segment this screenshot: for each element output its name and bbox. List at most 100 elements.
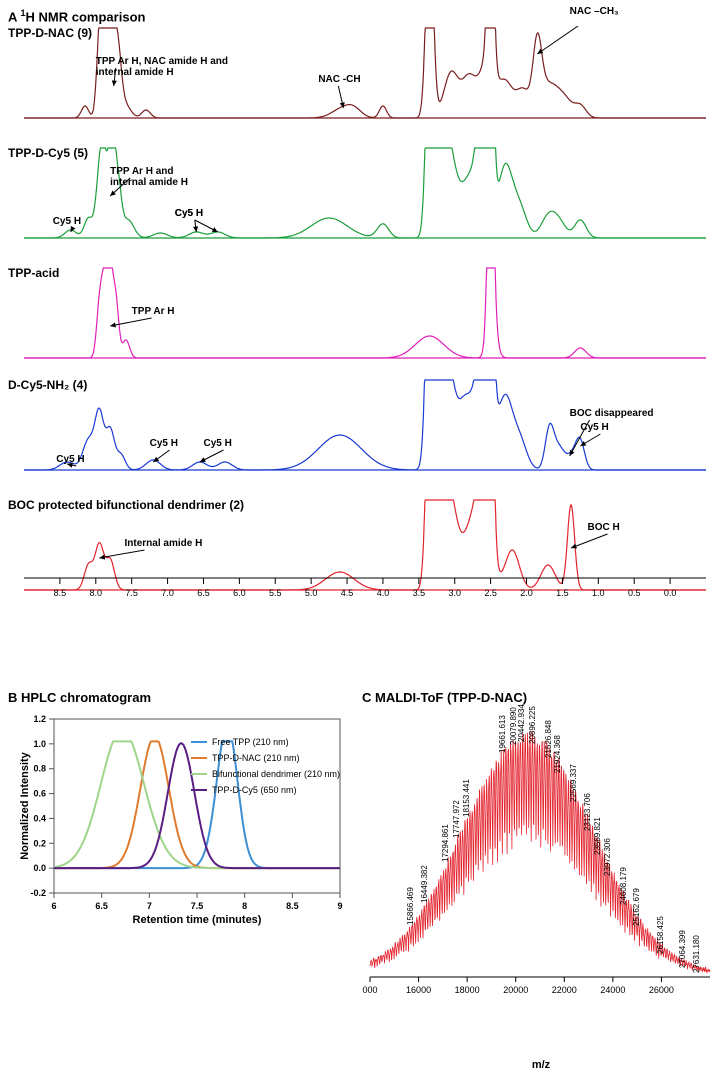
nmr-axis: 8.5 8.0 7.5 7.0 6.5 6.0 5.5 5.0 4.5 4.0 3.5 3.0 2.5 2… <box>8 576 716 604</box>
legend-swatch <box>191 789 207 791</box>
nmr-annotation: NAC -CH <box>318 74 360 85</box>
panel-c-maldi: C MALDI-ToF (TPP-D-NAC) 0001600018000200… <box>362 690 724 1080</box>
svg-text:2.0: 2.0 <box>520 588 533 598</box>
svg-text:9: 9 <box>337 901 342 911</box>
nmr-spectrum-svg <box>8 146 716 266</box>
nmr-annotation: Cy5 H <box>53 216 81 227</box>
maldi-peak-label: 27064.399 <box>678 930 687 968</box>
legend-label: Bifunctional dendrimer (210 nm) <box>212 767 340 781</box>
svg-text:5.5: 5.5 <box>269 588 282 598</box>
panel-a-nmr: A 1H NMR comparison TPP-D-NAC (9)TPP Ar … <box>8 8 716 668</box>
svg-text:2.5: 2.5 <box>484 588 497 598</box>
svg-text:5.0: 5.0 <box>305 588 318 598</box>
nmr-annotation: Cy5 H <box>56 454 84 465</box>
maldi-peak-labels: 15866.46916449.38217294.86117747.9721815… <box>362 709 714 1009</box>
panel-a-title-rest: H NMR comparison <box>26 9 146 24</box>
svg-text:1.0: 1.0 <box>33 739 46 749</box>
nmr-annotation: BOC H <box>588 522 620 533</box>
maldi-peak-label: 20442.934 <box>517 704 526 742</box>
svg-text:0.6: 0.6 <box>33 789 46 799</box>
legend-item: TPP-D-NAC (210 nm) <box>191 751 340 765</box>
legend-label: TPP-D-Cy5 (650 nm) <box>212 783 297 797</box>
nmr-annotation: Cy5 H <box>150 438 178 449</box>
maldi-peak-label: 26158.425 <box>656 916 665 954</box>
legend-swatch <box>191 741 207 743</box>
legend-swatch <box>191 773 207 775</box>
nmr-annotation: TPP Ar H andinternal amide H <box>110 166 188 188</box>
svg-text:4.0: 4.0 <box>377 588 390 598</box>
maldi-peak-label: 24608.179 <box>619 867 628 905</box>
svg-text:6: 6 <box>51 901 56 911</box>
nmr-spectrum-svg <box>8 266 716 386</box>
svg-text:3.5: 3.5 <box>413 588 426 598</box>
svg-text:Normalized Intensity: Normalized Intensity <box>19 751 31 859</box>
figure: A 1H NMR comparison TPP-D-NAC (9)TPP Ar … <box>8 8 716 1074</box>
svg-text:1.5: 1.5 <box>556 588 569 598</box>
svg-text:0.5: 0.5 <box>628 588 641 598</box>
panel-b-title: B HPLC chromatogram <box>8 690 358 705</box>
svg-text:1.2: 1.2 <box>33 714 46 724</box>
maldi-peak-label: 23972.306 <box>603 838 612 876</box>
nmr-row: TPP-D-NAC (9)TPP Ar H, NAC amide H andin… <box>8 26 716 146</box>
legend-swatch <box>191 757 207 759</box>
nmr-row: TPP-acidTPP Ar H <box>8 266 716 386</box>
svg-text:6.5: 6.5 <box>197 588 210 598</box>
nmr-annotation: Cy5 H <box>203 438 231 449</box>
legend-label: TPP-D-NAC (210 nm) <box>212 751 300 765</box>
svg-text:7.5: 7.5 <box>191 901 204 911</box>
svg-text:6.5: 6.5 <box>95 901 108 911</box>
nmr-annotation: Cy5 H <box>175 208 203 219</box>
hplc-plot-wrap: 6 6.5 7 7.5 8 8.5 9 -0.2 0.0 0.2 0.4 0.6 0.8 1.0 1.2 Re… <box>16 709 346 959</box>
nmr-annotation: Cy5 H <box>580 422 608 433</box>
maldi-xlabel: m/z <box>362 1059 720 1071</box>
panel-b-hplc: B HPLC chromatogram 6 6.5 7 7.5 8 8.5 9 -0.2 0.0… <box>8 690 358 990</box>
maldi-peak-label: 25162.679 <box>632 889 641 927</box>
maldi-peak-label: 22569.337 <box>569 765 578 803</box>
maldi-peak-label: 15866.469 <box>406 888 415 926</box>
nmr-annotation: TPP Ar H, NAC amide H andinternal amide … <box>96 56 228 78</box>
nmr-row: D-Cy5-NH₂ (4)Cy5 HCy5 HCy5 HBOC disappea… <box>8 378 716 498</box>
svg-text:-0.2: -0.2 <box>30 888 46 898</box>
svg-text:4.5: 4.5 <box>341 588 354 598</box>
svg-text:8.5: 8.5 <box>54 588 67 598</box>
maldi-peak-label: 20896.225 <box>528 707 537 745</box>
legend-item: Free TPP (210 nm) <box>191 735 340 749</box>
maldi-peak-label: 16449.382 <box>420 865 429 903</box>
maldi-peak-label: 21526.848 <box>544 721 553 759</box>
svg-text:7: 7 <box>147 901 152 911</box>
maldi-peak-label: 17294.861 <box>441 824 450 862</box>
maldi-peak-label: 27631.180 <box>692 935 701 973</box>
svg-text:8.5: 8.5 <box>286 901 299 911</box>
panel-c-title: C MALDI-ToF (TPP-D-NAC) <box>362 690 724 705</box>
nmr-annotation: NAC –CH₃ <box>570 6 619 17</box>
svg-text:0.0: 0.0 <box>33 863 46 873</box>
maldi-peak-label: 23569.821 <box>593 817 602 855</box>
nmr-annotation: TPP Ar H <box>132 306 175 317</box>
nmr-spectrum-svg <box>8 378 716 498</box>
maldi-plot-wrap: 000160001800020000220002400026000 15866.… <box>362 709 720 1049</box>
svg-text:8.0: 8.0 <box>90 588 103 598</box>
hplc-legend: Free TPP (210 nm) TPP-D-NAC (210 nm) Bifun… <box>191 735 340 799</box>
svg-text:7.5: 7.5 <box>125 588 138 598</box>
maldi-peak-label: 23123.706 <box>583 794 592 832</box>
svg-text:Retention time (minutes): Retention time (minutes) <box>133 914 262 926</box>
nmr-stack: TPP-D-NAC (9)TPP Ar H, NAC amide H andin… <box>8 26 716 626</box>
maldi-peak-label: 21924.368 <box>553 735 562 773</box>
legend-item: TPP-D-Cy5 (650 nm) <box>191 783 340 797</box>
nmr-spectrum-svg <box>8 26 716 146</box>
svg-text:7.0: 7.0 <box>161 588 174 598</box>
panel-a-title-prefix: A <box>8 9 21 24</box>
svg-text:8: 8 <box>242 901 247 911</box>
nmr-row: TPP-D-Cy5 (5)TPP Ar H andinternal amide … <box>8 146 716 266</box>
maldi-peak-label: 17747.972 <box>452 800 461 838</box>
nmr-annotation: Internal amide H <box>125 538 203 549</box>
svg-text:0.4: 0.4 <box>33 813 46 823</box>
legend-item: Bifunctional dendrimer (210 nm) <box>191 767 340 781</box>
legend-label: Free TPP (210 nm) <box>212 735 289 749</box>
nmr-annotation: BOC disappeared <box>570 408 654 419</box>
maldi-peak-label: 19661.613 <box>498 715 507 753</box>
svg-text:0.8: 0.8 <box>33 764 46 774</box>
svg-text:6.0: 6.0 <box>233 588 246 598</box>
svg-text:3.0: 3.0 <box>448 588 461 598</box>
svg-text:0.2: 0.2 <box>33 838 46 848</box>
